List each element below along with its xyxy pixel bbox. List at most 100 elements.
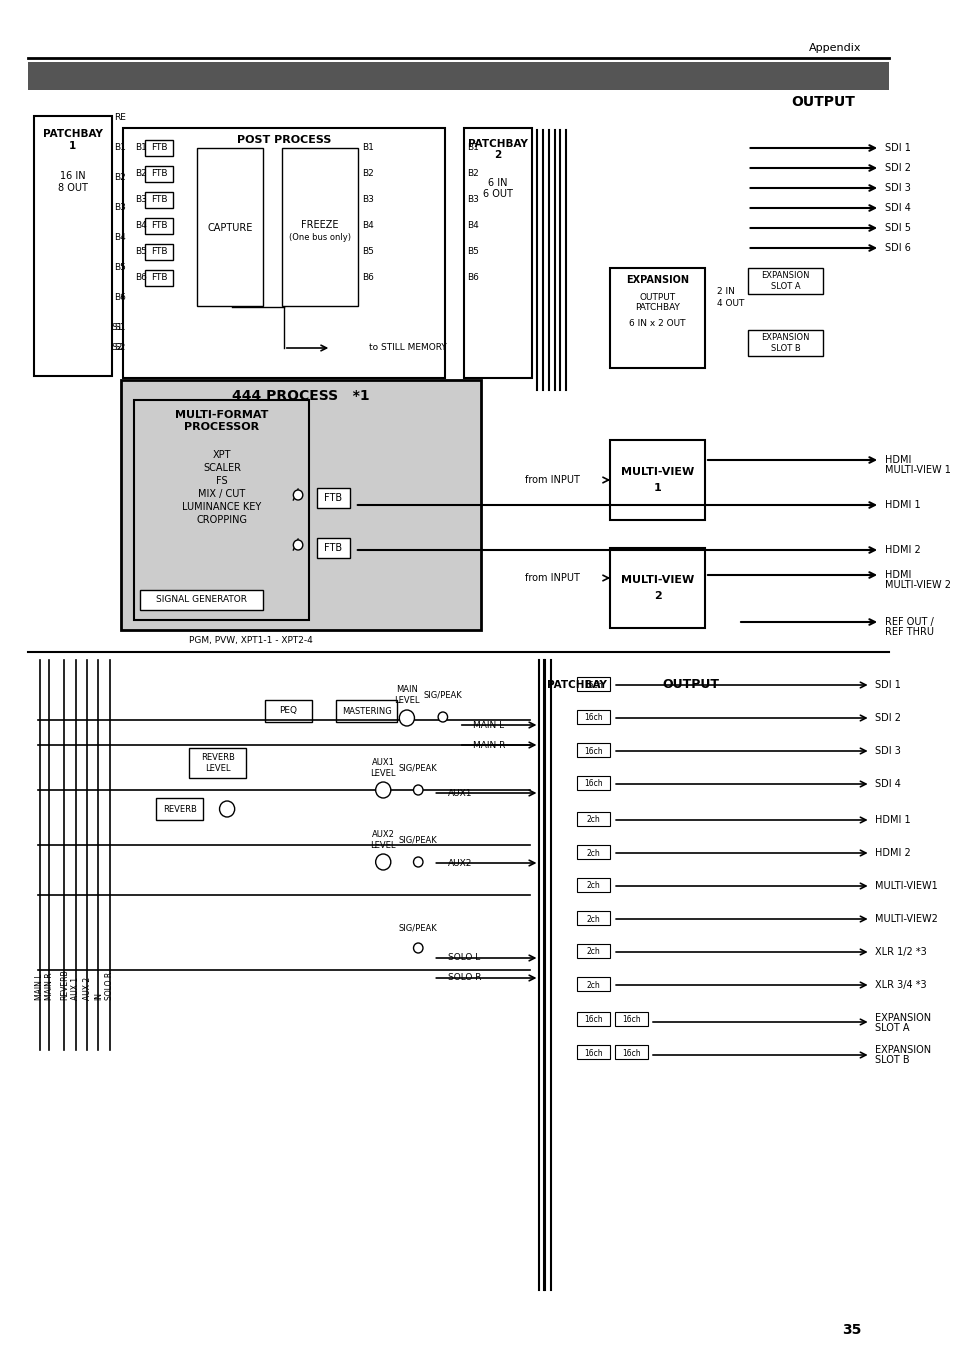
Text: B5: B5 (467, 247, 478, 256)
Text: HDMI 1: HDMI 1 (883, 500, 920, 510)
Text: 16ch: 16ch (621, 1049, 639, 1057)
Text: B1: B1 (114, 143, 126, 153)
Text: B4: B4 (467, 221, 478, 231)
Text: B2: B2 (362, 170, 374, 178)
Text: SIG/PEAK: SIG/PEAK (398, 836, 437, 845)
Text: MULTI-VIEW: MULTI-VIEW (620, 467, 694, 477)
Text: SDI 2: SDI 2 (874, 713, 901, 724)
Text: SIG/PEAK: SIG/PEAK (398, 923, 437, 933)
Text: RE: RE (114, 113, 126, 123)
Text: 2ch: 2ch (586, 948, 599, 957)
Text: CAPTURE: CAPTURE (207, 223, 253, 234)
FancyBboxPatch shape (577, 911, 610, 925)
Text: PGM, PVW, XPT1-1 - XPT2-4: PGM, PVW, XPT1-1 - XPT2-4 (189, 636, 313, 644)
Text: to STILL MEMORY: to STILL MEMORY (369, 343, 446, 352)
Text: CROPPING: CROPPING (196, 514, 247, 525)
Text: 1: 1 (653, 483, 660, 493)
FancyBboxPatch shape (265, 701, 312, 722)
Text: MAIN R: MAIN R (45, 972, 53, 1000)
Text: XLR 3/4 *3: XLR 3/4 *3 (874, 980, 926, 990)
FancyBboxPatch shape (577, 878, 610, 892)
Text: 6 OUT: 6 OUT (482, 189, 512, 198)
Text: 2ch: 2ch (586, 914, 599, 923)
Circle shape (413, 784, 422, 795)
Text: 6 IN: 6 IN (488, 178, 507, 188)
Circle shape (375, 782, 391, 798)
Circle shape (413, 944, 422, 953)
Text: 16ch: 16ch (583, 714, 602, 722)
Text: B4: B4 (114, 234, 126, 243)
Text: Appendix: Appendix (808, 43, 861, 53)
Text: SDI 1: SDI 1 (883, 143, 910, 153)
Text: AUX 1: AUX 1 (71, 977, 80, 1000)
Circle shape (437, 711, 447, 722)
Text: HDMI 2: HDMI 2 (874, 848, 910, 859)
Text: SDI 4: SDI 4 (883, 202, 910, 213)
Text: SIG/PEAK: SIG/PEAK (398, 764, 437, 772)
FancyBboxPatch shape (577, 811, 610, 826)
Text: B2: B2 (135, 170, 147, 178)
Circle shape (399, 710, 414, 726)
Text: 6 IN x 2 OUT: 6 IN x 2 OUT (629, 319, 685, 328)
Text: REVERB: REVERB (60, 969, 69, 1000)
Text: B1: B1 (135, 143, 147, 153)
Text: MULTI-VIEW: MULTI-VIEW (620, 575, 694, 585)
Text: PATCHBAY: PATCHBAY (635, 304, 679, 312)
Text: FTB: FTB (151, 170, 167, 178)
Text: SDI 5: SDI 5 (883, 223, 910, 234)
Text: 444 PROCESS   *1: 444 PROCESS *1 (232, 389, 370, 404)
FancyBboxPatch shape (577, 743, 610, 757)
FancyBboxPatch shape (335, 701, 397, 722)
Text: IN: IN (93, 992, 103, 1000)
Text: EXPANSION: EXPANSION (874, 1012, 930, 1023)
FancyBboxPatch shape (577, 676, 610, 691)
Circle shape (293, 540, 302, 549)
Text: MIX / CUT: MIX / CUT (198, 489, 245, 500)
Text: 4 OUT: 4 OUT (717, 300, 744, 309)
Text: OUTPUT: OUTPUT (790, 95, 854, 109)
Text: B1: B1 (467, 143, 478, 153)
Text: B3: B3 (135, 196, 147, 204)
FancyBboxPatch shape (577, 845, 610, 859)
Text: B6: B6 (135, 274, 147, 282)
FancyBboxPatch shape (577, 977, 610, 991)
Text: B3: B3 (362, 196, 374, 204)
Text: MULTI-VIEW2: MULTI-VIEW2 (874, 914, 937, 923)
Text: B2: B2 (467, 170, 478, 178)
Text: S1: S1 (112, 324, 123, 332)
FancyBboxPatch shape (615, 1045, 647, 1058)
Text: SDI 2: SDI 2 (883, 163, 910, 173)
Text: 2: 2 (494, 150, 501, 161)
Text: SIG/PEAK: SIG/PEAK (423, 690, 462, 699)
Text: AUX2
LEVEL: AUX2 LEVEL (370, 830, 395, 849)
Text: PROCESSOR: PROCESSOR (184, 423, 259, 432)
Text: FTB: FTB (151, 196, 167, 204)
Text: PATCHBAY: PATCHBAY (467, 139, 527, 148)
Text: 1: 1 (70, 140, 76, 151)
Text: 35: 35 (841, 1323, 861, 1336)
Text: FTB: FTB (324, 493, 342, 504)
Text: MULTI-VIEW1: MULTI-VIEW1 (874, 882, 937, 891)
Text: 2ch: 2ch (586, 882, 599, 891)
Text: MAIN R: MAIN R (473, 741, 505, 749)
Bar (29, 62, 888, 90)
Text: B5: B5 (114, 263, 126, 273)
Text: from INPUT: from INPUT (524, 572, 579, 583)
Text: MULTI-VIEW 1: MULTI-VIEW 1 (883, 464, 949, 475)
Text: SLOT B: SLOT B (874, 1054, 909, 1065)
Circle shape (375, 855, 391, 869)
Circle shape (413, 857, 422, 867)
Text: B3: B3 (114, 204, 126, 212)
Text: SOLO R: SOLO R (447, 973, 480, 983)
Text: SDI 3: SDI 3 (883, 184, 910, 193)
Text: S2: S2 (112, 343, 123, 352)
Text: 2ch: 2ch (586, 815, 599, 825)
FancyBboxPatch shape (134, 400, 309, 620)
Text: XPT: XPT (213, 450, 231, 460)
Text: AUX1: AUX1 (447, 788, 472, 798)
Circle shape (219, 801, 234, 817)
Text: LUMINANCE KEY: LUMINANCE KEY (182, 502, 261, 512)
Text: FS: FS (216, 477, 228, 486)
FancyBboxPatch shape (577, 944, 610, 958)
Text: REVERB
LEVEL: REVERB LEVEL (200, 753, 234, 772)
